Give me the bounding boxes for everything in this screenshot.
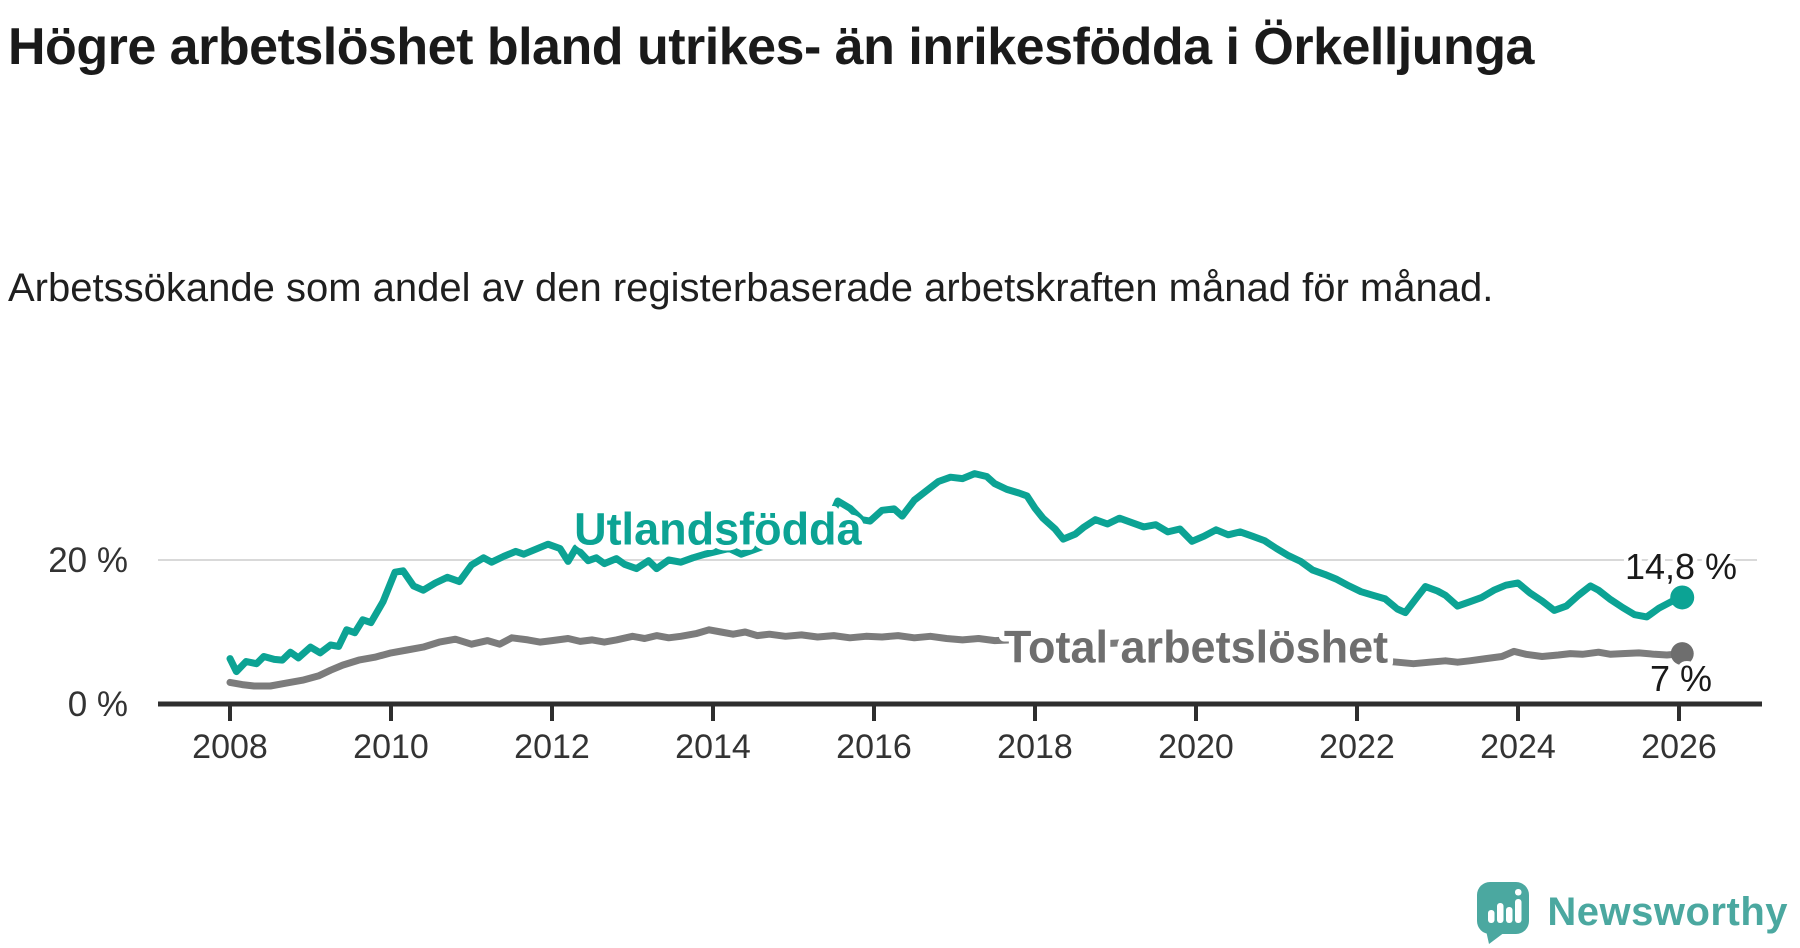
y-axis-label-20: 20 % bbox=[48, 541, 128, 580]
end-value-label-1: 7 % bbox=[1650, 658, 1712, 699]
x-tick-label-2022: 2022 bbox=[1319, 728, 1395, 766]
series-label-0: Utlandsfödda bbox=[574, 503, 862, 554]
newsworthy-logo-icon bbox=[1477, 882, 1530, 944]
y-axis-label-0: 0 % bbox=[68, 685, 128, 724]
x-tick-label-2020: 2020 bbox=[1158, 728, 1234, 766]
series-line-0 bbox=[226, 470, 1686, 676]
x-tick-label-2012: 2012 bbox=[514, 728, 590, 766]
series-label-1: Total arbetslöshet bbox=[1004, 621, 1388, 672]
x-tick-label-2024: 2024 bbox=[1480, 728, 1556, 766]
end-value-label-0: 14,8 % bbox=[1625, 546, 1737, 587]
end-dot-1 bbox=[1670, 642, 1694, 666]
x-tick-label-2014: 2014 bbox=[675, 728, 751, 766]
newsworthy-brand: Newsworthy bbox=[1475, 880, 1788, 944]
x-tick-label-2016: 2016 bbox=[836, 728, 912, 766]
end-dot-0 bbox=[1670, 585, 1695, 610]
page-title: Högre arbetslöshet bland utrikes- än inr… bbox=[8, 18, 1534, 76]
x-tick-label-2026: 2026 bbox=[1641, 728, 1717, 766]
series-line-1 bbox=[226, 626, 1686, 690]
chart-subtitle: Arbetssökande som andel av den registerb… bbox=[8, 266, 1494, 310]
x-tick-label-2010: 2010 bbox=[353, 728, 429, 766]
x-tick-label-2018: 2018 bbox=[997, 728, 1073, 766]
x-tick-label-2008: 2008 bbox=[192, 728, 268, 766]
newsworthy-logo-text: Newsworthy bbox=[1547, 889, 1788, 934]
